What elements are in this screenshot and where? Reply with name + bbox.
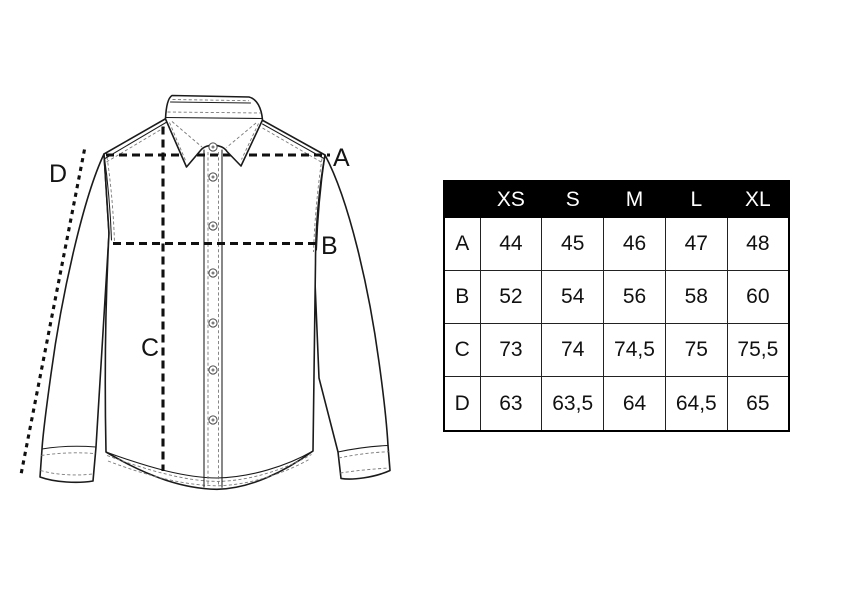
row-label-c: C xyxy=(443,323,481,378)
cell-a-l: 47 xyxy=(664,216,728,272)
size-table-container: XS S M L XL A 44 45 46 47 48 B xyxy=(443,180,790,432)
cell-a-xs: 44 xyxy=(479,216,543,272)
size-table-header-row: XS S M L XL xyxy=(443,180,790,218)
collar-button xyxy=(208,142,218,152)
collar xyxy=(164,94,264,168)
cell-c-s: 74 xyxy=(541,323,605,378)
cell-b-xs: 52 xyxy=(479,270,543,325)
shirt-body xyxy=(103,117,326,491)
cell-b-s: 54 xyxy=(541,270,605,325)
cell-a-m: 46 xyxy=(603,216,666,272)
cell-c-xl: 75,5 xyxy=(726,323,790,378)
table-row-b: B 52 54 56 58 60 xyxy=(443,270,790,325)
cell-d-m: 64 xyxy=(603,376,666,432)
cell-b-l: 58 xyxy=(664,270,728,325)
table-row-c: C 73 74 74,5 75 75,5 xyxy=(443,323,790,378)
cell-c-l: 75 xyxy=(664,323,728,378)
size-col-l: L xyxy=(664,180,728,218)
measurement-label-d: D xyxy=(49,160,67,188)
cell-b-m: 56 xyxy=(603,270,666,325)
cell-a-xl: 48 xyxy=(726,216,790,272)
row-label-d: D xyxy=(443,376,481,432)
size-table-corner-cell xyxy=(443,180,481,218)
shirt-technical-drawing: A B C D xyxy=(19,94,391,491)
size-col-xs: XS xyxy=(479,180,543,218)
cell-a-s: 45 xyxy=(541,216,605,272)
measurement-line-d xyxy=(19,149,87,475)
size-col-m: M xyxy=(603,180,666,218)
measurement-label-a: A xyxy=(333,144,350,172)
right-sleeve xyxy=(314,154,391,480)
cell-d-xs: 63 xyxy=(479,376,543,432)
cell-b-xl: 60 xyxy=(726,270,790,325)
button-placket xyxy=(203,149,223,488)
cell-c-xs: 73 xyxy=(479,323,543,378)
size-table: XS S M L XL A 44 45 46 47 48 B xyxy=(443,180,790,432)
measurement-label-c: C xyxy=(141,334,159,362)
size-col-s: S xyxy=(541,180,605,218)
left-sleeve xyxy=(39,153,110,484)
table-row-d: D 63 63,5 64 64,5 65 xyxy=(443,376,790,432)
size-col-xl: XL xyxy=(726,180,790,218)
cell-d-l: 64,5 xyxy=(664,376,728,432)
cell-d-s: 63,5 xyxy=(541,376,605,432)
cell-c-m: 74,5 xyxy=(603,323,666,378)
table-row-a: A 44 45 46 47 48 xyxy=(443,216,790,272)
cell-d-xl: 65 xyxy=(726,376,790,432)
row-label-a: A xyxy=(443,216,481,272)
measurement-label-b: B xyxy=(321,232,338,260)
row-label-b: B xyxy=(443,270,481,325)
